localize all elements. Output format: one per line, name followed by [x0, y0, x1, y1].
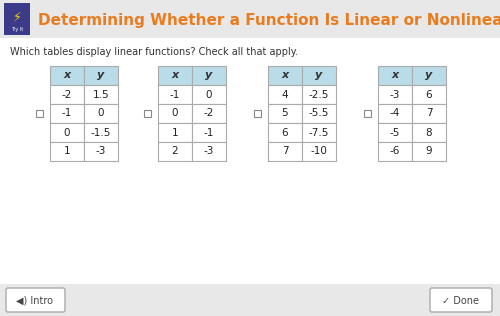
Text: 9: 9 — [426, 147, 432, 156]
Bar — [302, 85, 336, 104]
Text: 6: 6 — [282, 127, 288, 137]
Text: 4: 4 — [282, 89, 288, 100]
Bar — [4, 3, 30, 35]
Text: y: y — [426, 70, 432, 81]
Text: -2: -2 — [204, 108, 214, 118]
Bar — [412, 66, 446, 85]
Bar — [268, 104, 302, 123]
Text: 6: 6 — [426, 89, 432, 100]
Bar — [378, 142, 412, 161]
Bar — [364, 110, 371, 117]
Text: 7: 7 — [426, 108, 432, 118]
Text: x: x — [64, 70, 70, 81]
Text: 2: 2 — [172, 147, 178, 156]
Bar — [302, 66, 336, 85]
Bar — [268, 66, 302, 85]
Bar — [158, 104, 192, 123]
Bar — [50, 85, 84, 104]
Bar — [50, 66, 84, 85]
Bar — [378, 104, 412, 123]
Bar — [412, 85, 446, 104]
Bar — [302, 123, 336, 142]
Bar — [192, 66, 226, 85]
Text: -7.5: -7.5 — [309, 127, 329, 137]
Bar — [36, 110, 43, 117]
Bar — [50, 104, 84, 123]
Text: y: y — [316, 70, 322, 81]
Text: Try It: Try It — [11, 27, 23, 32]
FancyBboxPatch shape — [6, 288, 65, 312]
Bar — [144, 110, 151, 117]
Text: -3: -3 — [204, 147, 214, 156]
Bar — [192, 104, 226, 123]
Text: 0: 0 — [206, 89, 212, 100]
Text: -3: -3 — [390, 89, 400, 100]
Text: x: x — [392, 70, 398, 81]
Bar — [254, 110, 261, 117]
Bar — [302, 104, 336, 123]
Text: -5.5: -5.5 — [309, 108, 329, 118]
Bar — [192, 85, 226, 104]
Text: -1: -1 — [62, 108, 72, 118]
Text: x: x — [172, 70, 178, 81]
Bar — [84, 104, 118, 123]
Bar — [84, 123, 118, 142]
Bar — [84, 66, 118, 85]
Text: Which tables display linear functions? Check all that apply.: Which tables display linear functions? C… — [10, 47, 298, 57]
Bar — [412, 104, 446, 123]
Bar — [378, 85, 412, 104]
Bar — [158, 142, 192, 161]
Bar — [50, 123, 84, 142]
Text: 7: 7 — [282, 147, 288, 156]
Bar — [84, 85, 118, 104]
Bar — [50, 142, 84, 161]
FancyBboxPatch shape — [430, 288, 492, 312]
Bar — [84, 142, 118, 161]
Text: x: x — [282, 70, 288, 81]
Text: 8: 8 — [426, 127, 432, 137]
Bar — [0, 284, 500, 316]
Text: Determining Whether a Function Is Linear or Nonlinear: Determining Whether a Function Is Linear… — [38, 13, 500, 27]
Text: -4: -4 — [390, 108, 400, 118]
Text: -1.5: -1.5 — [91, 127, 111, 137]
Text: ⚡: ⚡ — [12, 11, 22, 24]
Bar — [192, 123, 226, 142]
Text: -3: -3 — [96, 147, 106, 156]
Text: ◀) Intro: ◀) Intro — [16, 295, 54, 306]
Text: ✓ Done: ✓ Done — [442, 295, 480, 306]
Text: 1: 1 — [64, 147, 70, 156]
Bar — [412, 123, 446, 142]
Bar — [378, 66, 412, 85]
Text: 1: 1 — [172, 127, 178, 137]
Bar — [378, 123, 412, 142]
Text: 0: 0 — [98, 108, 104, 118]
Bar — [158, 85, 192, 104]
Text: y: y — [206, 70, 212, 81]
Bar — [302, 142, 336, 161]
Bar — [268, 142, 302, 161]
Text: 5: 5 — [282, 108, 288, 118]
Bar — [192, 142, 226, 161]
Bar — [268, 123, 302, 142]
Bar — [0, 0, 500, 38]
Bar — [412, 142, 446, 161]
Text: -1: -1 — [204, 127, 214, 137]
Text: -2: -2 — [62, 89, 72, 100]
Bar — [158, 123, 192, 142]
Text: 0: 0 — [172, 108, 178, 118]
Text: -6: -6 — [390, 147, 400, 156]
Text: -2.5: -2.5 — [309, 89, 329, 100]
Bar — [158, 66, 192, 85]
Text: -5: -5 — [390, 127, 400, 137]
Text: 1.5: 1.5 — [92, 89, 110, 100]
Text: -10: -10 — [310, 147, 328, 156]
Text: y: y — [98, 70, 104, 81]
Bar — [268, 85, 302, 104]
Text: -1: -1 — [170, 89, 180, 100]
Text: 0: 0 — [64, 127, 70, 137]
